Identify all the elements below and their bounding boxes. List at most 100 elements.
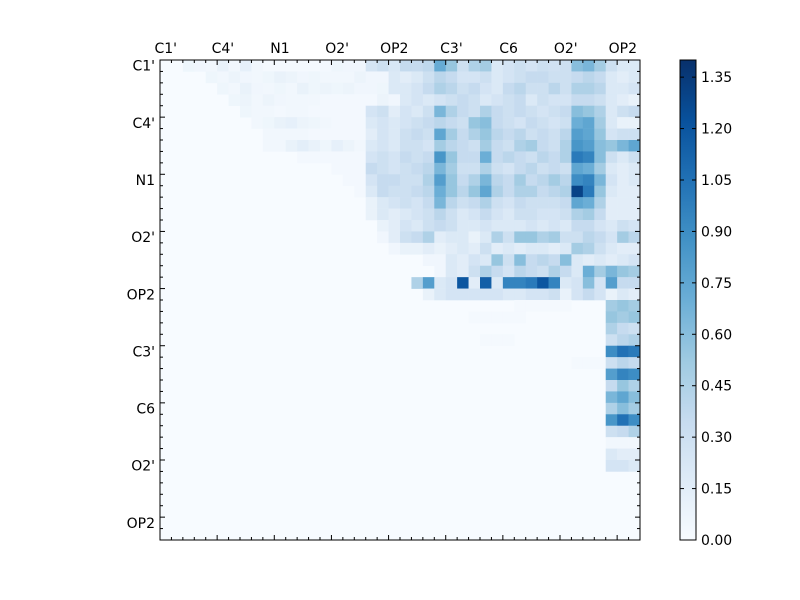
heatmap-cell	[480, 288, 492, 301]
heatmap-cell	[571, 185, 584, 198]
heatmap-cell	[480, 71, 492, 84]
heatmap-cell	[571, 60, 584, 72]
heatmap-cell	[617, 322, 629, 335]
heatmap-cell	[525, 151, 538, 164]
heatmap-cell	[594, 140, 607, 152]
heatmap-cell	[617, 300, 629, 312]
heatmap-cell	[480, 254, 492, 267]
heatmap-cell	[628, 197, 641, 209]
heatmap-cell	[571, 265, 584, 278]
heatmap-cell	[537, 151, 549, 164]
heatmap-cell	[605, 242, 618, 255]
heatmap-cell	[525, 105, 538, 118]
heatmap-cell	[594, 162, 607, 175]
heatmap-cell	[617, 185, 629, 198]
heatmap-cell	[365, 140, 378, 152]
heatmap-cell	[594, 128, 607, 141]
heatmap-cell	[582, 208, 595, 221]
heatmap-cell	[514, 311, 527, 324]
heatmap-cell	[491, 174, 504, 187]
heatmap-cell	[262, 82, 275, 95]
heatmap-cell	[434, 94, 447, 107]
heatmap-cell	[628, 117, 641, 129]
heatmap-cell	[548, 128, 561, 141]
heatmap-cell	[457, 242, 469, 255]
heatmap-cell	[605, 208, 618, 221]
heatmap-cell	[617, 288, 629, 301]
heatmap-cell	[617, 162, 629, 175]
heatmap-cell	[514, 105, 527, 118]
heatmap-cell	[320, 71, 332, 84]
heatmap-cell	[628, 322, 641, 335]
heatmap-cell	[422, 60, 435, 72]
heatmap-cell	[388, 140, 401, 152]
heatmap-cell	[502, 231, 515, 244]
heatmap-cell	[560, 208, 572, 221]
heatmap-cell	[434, 162, 447, 175]
heatmap-cell	[502, 254, 515, 267]
heatmap-cell	[628, 437, 641, 449]
heatmap-cell	[388, 128, 401, 141]
heatmap-cell	[605, 368, 618, 381]
heatmap-cell	[274, 105, 287, 118]
heatmap-cell	[400, 174, 412, 187]
heatmap-cell	[560, 174, 572, 187]
y-tick-label: C4'	[132, 116, 155, 132]
heatmap-cell	[434, 197, 447, 209]
heatmap-cell	[491, 140, 504, 152]
heatmap-cell	[422, 288, 435, 301]
heatmap-cell	[342, 128, 355, 141]
heatmap-cell	[297, 60, 309, 72]
heatmap-cell	[400, 242, 412, 255]
heatmap-cell	[251, 94, 264, 107]
heatmap-cell	[571, 242, 584, 255]
heatmap-cell	[594, 277, 607, 289]
heatmap-cell	[628, 391, 641, 404]
heatmap-cell	[331, 94, 344, 107]
heatmap-cell	[548, 71, 561, 84]
heatmap-cell	[434, 82, 447, 95]
heatmap-cell	[434, 140, 447, 152]
heatmap-cell	[457, 162, 469, 175]
heatmap-cell	[434, 105, 447, 118]
heatmap-cell	[308, 60, 321, 72]
heatmap-cell	[617, 140, 629, 152]
heatmap-cell	[514, 162, 527, 175]
heatmap-cell	[502, 185, 515, 198]
heatmap-cell	[605, 185, 618, 198]
heatmap-cell	[628, 357, 641, 369]
heatmap-cell	[457, 140, 469, 152]
heatmap-cell	[594, 82, 607, 95]
heatmap-cell	[445, 174, 458, 187]
heatmap-cell	[411, 60, 424, 72]
heatmap-cell	[240, 71, 252, 84]
heatmap-cell	[297, 94, 309, 107]
heatmap-cell	[354, 82, 367, 95]
heatmap-cell	[502, 265, 515, 278]
heatmap-cell	[502, 117, 515, 129]
heatmap-cell	[468, 208, 481, 221]
heatmap-cell	[628, 71, 641, 84]
heatmap-cell	[582, 60, 595, 72]
colorbar-tick-label: 0.45	[701, 379, 732, 395]
heatmap-cell	[354, 140, 367, 152]
heatmap-cell	[457, 128, 469, 141]
heatmap-cell	[502, 140, 515, 152]
heatmap-cell	[617, 448, 629, 461]
heatmap-cell	[388, 105, 401, 118]
heatmap-cell	[365, 174, 378, 187]
heatmap-cell	[502, 151, 515, 164]
heatmap-cell	[502, 277, 515, 289]
heatmap-cell	[491, 151, 504, 164]
colorbar-tick-label: 0.60	[701, 327, 732, 343]
heatmap-cell	[548, 288, 561, 301]
heatmap-cell	[354, 71, 367, 84]
heatmap-cell	[445, 242, 458, 255]
heatmap-cell	[365, 71, 378, 84]
heatmap-cell	[491, 197, 504, 209]
heatmap-cell	[274, 128, 287, 141]
heatmap-cell	[194, 60, 207, 72]
heatmap-cell	[297, 105, 309, 118]
heatmap-cell	[422, 82, 435, 95]
heatmap-cell	[628, 105, 641, 118]
